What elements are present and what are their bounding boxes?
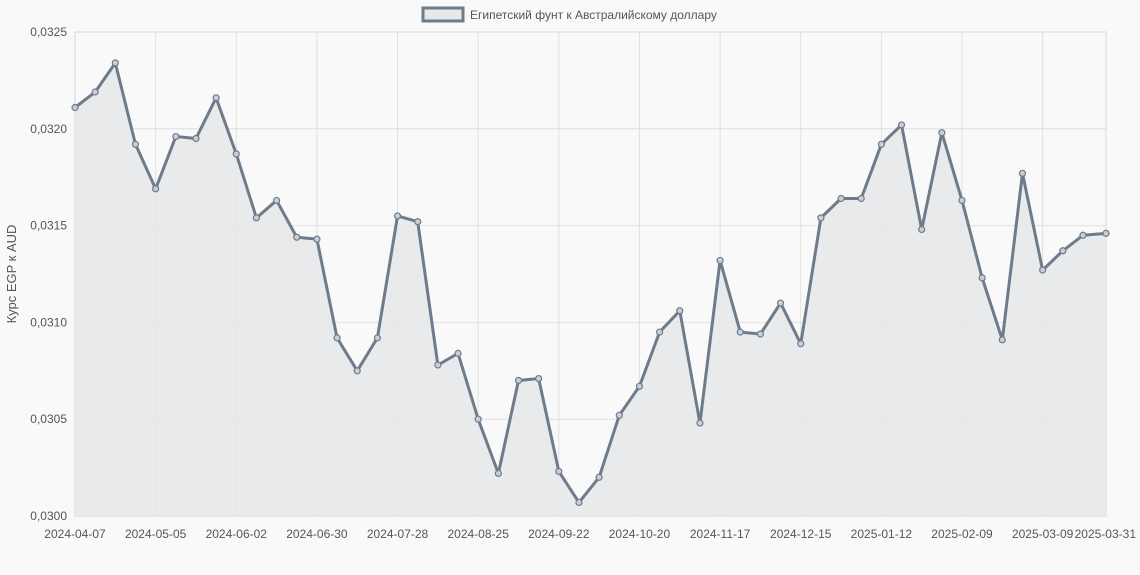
data-point[interactable] — [212, 94, 220, 102]
data-point[interactable] — [353, 367, 361, 375]
data-point[interactable] — [333, 334, 341, 342]
series-area — [75, 62, 1106, 516]
data-point[interactable] — [393, 212, 402, 220]
data-point[interactable] — [91, 88, 99, 96]
data-point[interactable] — [1018, 169, 1027, 177]
data-point[interactable] — [897, 121, 906, 129]
data-point[interactable] — [514, 376, 523, 385]
x-tick-label: 2024-08-25 — [447, 527, 509, 541]
data-point[interactable] — [535, 374, 543, 383]
data-point[interactable] — [373, 334, 381, 342]
data-point[interactable] — [837, 194, 845, 203]
data-point[interactable] — [575, 498, 583, 507]
x-tick-label: 2024-06-02 — [206, 527, 268, 541]
data-point[interactable] — [1079, 231, 1087, 239]
data-point[interactable] — [474, 415, 482, 423]
data-point[interactable] — [998, 336, 1006, 344]
data-point[interactable] — [716, 256, 724, 265]
data-point[interactable] — [1102, 229, 1110, 237]
area-fill-layer — [75, 62, 1106, 516]
data-point[interactable] — [172, 132, 180, 141]
data-point[interactable] — [434, 361, 442, 369]
legend[interactable]: Египетский фунт к Австралийскому доллару — [421, 6, 717, 23]
y-tick-label: 0,0310 — [30, 315, 67, 329]
data-point[interactable] — [313, 235, 321, 243]
series-line-layer — [73, 61, 1108, 504]
y-tick-label: 0,0315 — [30, 219, 67, 233]
data-point[interactable] — [71, 103, 79, 112]
data-point[interactable] — [857, 194, 865, 203]
x-tick-label: 2025-01-12 — [851, 527, 913, 541]
data-point[interactable] — [635, 382, 644, 390]
data-point[interactable] — [615, 411, 623, 419]
data-point[interactable] — [252, 214, 261, 222]
data-point[interactable] — [756, 330, 765, 338]
data-point[interactable] — [555, 467, 563, 476]
data-point[interactable] — [958, 196, 966, 205]
x-tick-label: 2024-06-30 — [286, 527, 348, 541]
data-point[interactable] — [978, 274, 986, 282]
x-tick-label: 2024-04-07 — [44, 527, 106, 541]
data-point[interactable] — [656, 328, 664, 336]
data-point[interactable] — [877, 140, 885, 148]
y-tick-label: 0,0325 — [30, 25, 67, 39]
data-point[interactable] — [192, 134, 200, 143]
x-tick-label: 2024-10-20 — [609, 527, 671, 541]
data-point[interactable] — [131, 140, 140, 148]
data-points — [71, 59, 1110, 507]
data-point[interactable] — [414, 218, 422, 226]
data-point[interactable] — [454, 349, 462, 357]
data-point[interactable] — [111, 59, 119, 67]
x-axis-ticks: 2024-04-07 2024-05-05 2024-06-02 2024-06-30… — [44, 527, 1136, 541]
x-tick-label: 2024-11-17 — [690, 527, 751, 541]
data-point[interactable] — [232, 150, 240, 158]
data-point[interactable] — [736, 328, 744, 336]
x-tick-label: 2025-03-09 — [1012, 527, 1074, 541]
data-point[interactable] — [494, 469, 502, 478]
data-point[interactable] — [696, 419, 704, 427]
data-point[interactable] — [1059, 247, 1067, 255]
data-point[interactable] — [152, 185, 160, 193]
data-point[interactable] — [1039, 266, 1047, 274]
legend-label: Египетский фунт к Австралийскому доллару — [470, 8, 717, 22]
data-point[interactable] — [797, 340, 805, 348]
legend-swatch — [421, 6, 465, 23]
y-axis-title: Курс EGP к AUD — [4, 225, 19, 324]
data-point[interactable] — [272, 196, 281, 205]
y-tick-label: 0,0320 — [30, 122, 67, 136]
data-point[interactable] — [595, 473, 603, 481]
x-tick-label: 2024-12-15 — [770, 527, 832, 541]
x-tick-label: 2024-09-22 — [528, 527, 590, 541]
x-tick-label: 2024-07-28 — [367, 527, 429, 541]
series-line — [73, 61, 1108, 504]
data-point[interactable] — [817, 214, 825, 222]
data-point[interactable] — [938, 129, 946, 137]
x-tick-label: 2025-02-09 — [931, 527, 993, 541]
data-point[interactable] — [776, 299, 785, 307]
data-point[interactable] — [918, 225, 926, 234]
data-point[interactable] — [293, 233, 301, 241]
x-tick-label: 2024-05-05 — [125, 527, 187, 541]
x-tick-label: 2025-03-31 — [1075, 527, 1137, 541]
data-point[interactable] — [676, 307, 684, 315]
y-axis-ticks: 0,0300 0,0305 0,0310 0,0315 0,0320 0,0325 — [30, 25, 67, 523]
y-tick-label: 0,0300 — [30, 509, 67, 523]
y-tick-label: 0,0305 — [30, 412, 67, 426]
